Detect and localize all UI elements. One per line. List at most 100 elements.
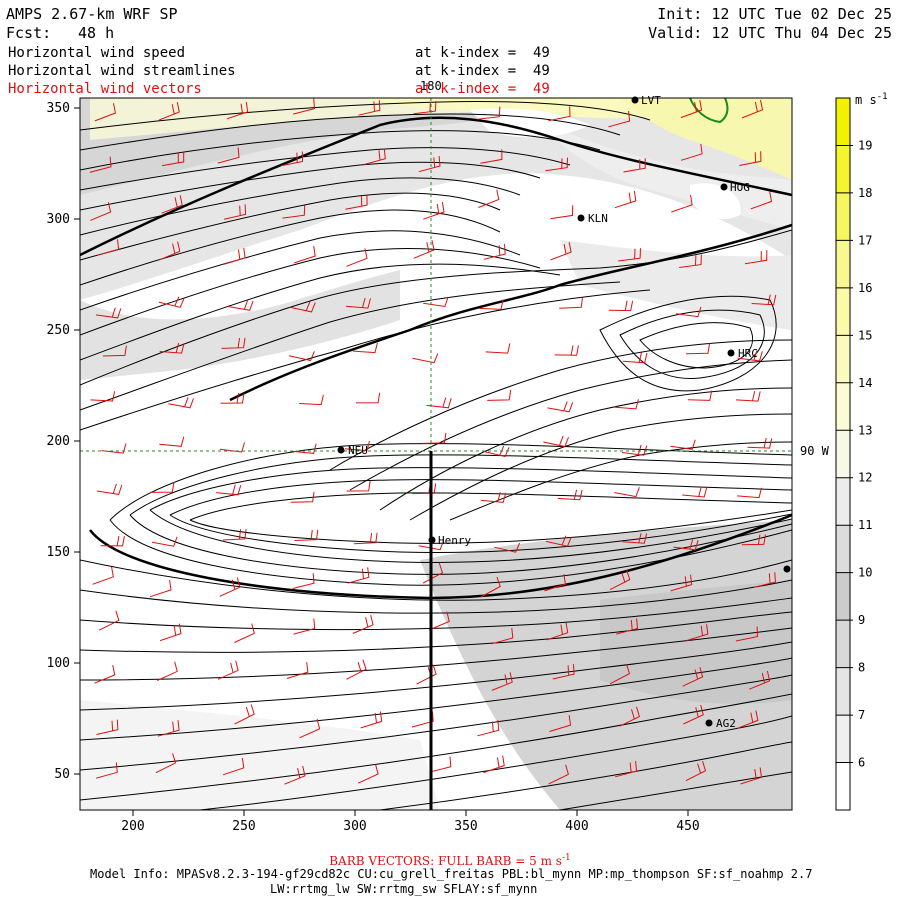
wind-barb [358,100,381,116]
field-name-vectors: Horizontal wind vectors [8,81,202,97]
wind-barb [150,482,175,493]
wind-barb [545,535,572,547]
colorbar-swatch [836,477,850,526]
wind-barb [744,250,768,265]
wind-barb [284,765,306,785]
wind-barb [234,704,255,725]
wind-barb [737,350,763,362]
wind-barb [222,757,245,776]
wind-barb [292,573,315,589]
wind-barb [226,101,249,120]
y-tick-label: 250 [47,323,70,338]
wind-barb [95,307,122,319]
wind-barb [614,190,637,209]
wind-barb [559,297,583,309]
colorbar-frame [835,97,851,811]
wind-barb [234,623,255,643]
wind-barb [159,342,185,354]
wind-barb [683,704,704,725]
colorbar-swatch [836,240,850,288]
colorbar-label: 18 [858,186,872,200]
station-dot [720,183,728,191]
colorbar-swatch [836,667,850,716]
wind-barb [413,101,437,115]
wind-barb [485,343,511,354]
station-dot [631,96,639,104]
wind-barb [480,149,503,164]
colorbar-swatch [836,192,850,241]
wind-barb [487,389,512,401]
wind-barb [411,711,434,728]
station-dot-east-edge [783,565,791,573]
wind-barb [412,353,439,364]
x-tick-label: 450 [676,819,699,834]
wind-barb [220,393,245,404]
wind-barb [549,715,572,732]
wind-barb [92,566,114,585]
plot-frame [79,97,793,811]
colorbar-swatch [836,382,850,431]
wind-barb [299,394,324,406]
wind-barb [102,345,127,357]
wind-barb [679,254,702,268]
colorbar-unit: m s-1 [855,92,888,107]
wind-barb [494,542,521,553]
wind-barb [483,755,505,774]
y-tick-label: 150 [47,545,70,560]
wind-barb [737,710,759,729]
field-name-streamlines: Horizontal wind streamlines [8,63,236,79]
wind-barb [168,397,194,409]
wind-barb [345,195,368,210]
wind-barb [98,610,120,631]
wind-barb [97,239,120,256]
wind-barb [96,483,123,495]
wind-barb [554,345,579,356]
colorbar-label: 15 [858,328,872,342]
valid-time: Valid: 12 UTC Thu 04 Dec 25 [648,24,892,42]
x-tick-label: 250 [232,819,255,834]
station-dot [727,349,735,357]
wind-barb [621,444,648,456]
wind-barb [428,611,450,631]
y-tick-label: 200 [47,434,70,449]
wind-barb [552,664,575,680]
wind-barb [671,194,693,213]
wind-barb [217,147,240,164]
wind-barb [159,623,182,642]
wind-barb [543,435,569,448]
y-tick-label: 50 [54,767,70,782]
wind-barb [219,577,241,597]
wind-barb [413,239,435,259]
wind-barb [737,487,762,499]
wind-barb [609,569,631,591]
colorbar-label: 16 [858,281,872,295]
wind-barb [346,659,367,680]
wind-barb [363,148,386,165]
x-axis: 200 250 300 350 400 450 [121,810,700,834]
wind-barb [609,663,631,685]
wind-barb [216,484,242,496]
colorbar-label: 6 [858,756,865,770]
field-level-speed: at k-index = 49 [415,45,550,61]
wind-barb [548,764,569,785]
parallel-label: 90 W [800,444,830,458]
y-axis: 350 300 250 200 150 100 50 [47,101,80,782]
station-label: HOG [730,181,750,194]
colorbar-swatch [836,98,850,146]
wind-barb [89,156,112,173]
wind-barb [294,246,316,264]
wind-barb [676,306,702,318]
wind-barb [478,189,500,208]
wind-barb [158,296,185,308]
wind-barb [753,572,776,588]
wind-barb [619,706,641,727]
wind-barb [282,205,306,219]
wind-barb [418,540,445,551]
wind-barb [223,204,247,220]
wind-barb [223,247,246,265]
wind-barb [290,491,315,503]
colorbar-swatch [836,430,850,478]
colorbar-swatch [836,525,850,573]
x-tick-label: 400 [565,819,588,834]
wind-barb [741,534,766,546]
